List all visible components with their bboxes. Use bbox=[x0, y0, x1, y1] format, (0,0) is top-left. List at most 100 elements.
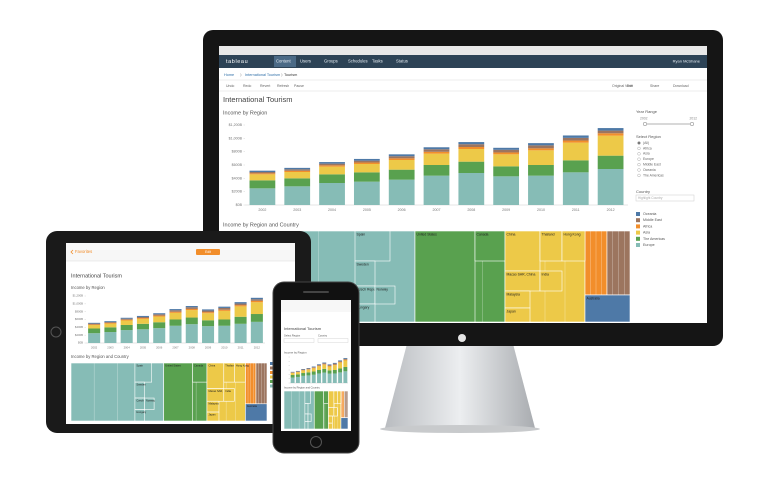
radio-button[interactable] bbox=[637, 173, 641, 177]
treemap-tile bbox=[245, 403, 268, 422]
bar-segment bbox=[327, 366, 332, 371]
bar-segment bbox=[185, 310, 198, 318]
filter-label: Select Region bbox=[284, 334, 301, 338]
treemap-label: Spain bbox=[136, 363, 143, 367]
breadcrumb-item[interactable]: Home bbox=[224, 73, 234, 77]
radio-button[interactable] bbox=[637, 163, 641, 167]
bar-segment bbox=[458, 147, 485, 149]
toolbar-button[interactable]: Refresh bbox=[277, 84, 289, 88]
bar-segment bbox=[250, 297, 263, 300]
breadcrumb-item[interactable]: Tourism bbox=[284, 73, 297, 77]
bar-segment bbox=[185, 306, 198, 308]
bar-segment bbox=[88, 324, 101, 329]
bar-segment bbox=[202, 320, 215, 327]
bar-segment bbox=[493, 154, 520, 167]
treemap-tile bbox=[333, 407, 338, 417]
radio-button[interactable] bbox=[637, 146, 641, 150]
phone-home-button[interactable] bbox=[310, 436, 322, 448]
back-chevron[interactable] bbox=[70, 249, 74, 255]
bar-segment bbox=[423, 149, 450, 152]
x-tick-label: 2012 bbox=[607, 208, 615, 212]
nav-item[interactable]: Schedules bbox=[348, 59, 368, 64]
nav-item[interactable]: Status bbox=[396, 59, 408, 64]
edit-button[interactable]: Edit bbox=[205, 250, 211, 254]
radio-label[interactable]: Middle East bbox=[643, 162, 661, 166]
radio-button[interactable] bbox=[637, 157, 641, 161]
treemap-label: Sweden bbox=[136, 382, 146, 386]
treemap-tile bbox=[304, 413, 309, 422]
radio-label[interactable]: Oceania bbox=[643, 168, 656, 172]
bar-segment bbox=[332, 365, 337, 370]
bar-segment bbox=[353, 164, 380, 173]
radio-label[interactable]: (All) bbox=[643, 141, 649, 145]
radio-label[interactable]: Europe bbox=[643, 157, 654, 161]
nav-item[interactable]: Users bbox=[300, 59, 311, 64]
radio-button[interactable] bbox=[637, 168, 641, 172]
country-input[interactable] bbox=[635, 194, 695, 202]
nav-item[interactable]: Groups bbox=[324, 59, 338, 64]
tablet-home-button[interactable] bbox=[50, 326, 62, 338]
bar-segment bbox=[493, 149, 520, 153]
toolbar-button[interactable]: Original View bbox=[612, 84, 633, 88]
bar-segment bbox=[423, 151, 450, 154]
bar-segment bbox=[202, 312, 215, 314]
toolbar-button[interactable]: Pause bbox=[294, 84, 304, 88]
filter-label: Country bbox=[318, 334, 328, 338]
bar-segment bbox=[306, 369, 311, 373]
nav-item[interactable]: Tasks bbox=[372, 59, 383, 64]
treemap-label: Thailand bbox=[225, 363, 236, 367]
treemap-tile bbox=[304, 390, 311, 404]
bar-segment bbox=[528, 143, 554, 146]
treemap-label: Macao SAR, China bbox=[507, 272, 536, 276]
bar-segment bbox=[202, 326, 215, 343]
bar-segment bbox=[493, 166, 520, 177]
region-dropdown[interactable] bbox=[283, 338, 315, 343]
bar-segment bbox=[185, 324, 198, 343]
filter-label: Select Region bbox=[636, 134, 661, 139]
country-input[interactable] bbox=[317, 338, 349, 343]
chart-title: Income by Region bbox=[284, 351, 307, 355]
legend-label: Europe bbox=[643, 243, 655, 247]
bar-segment bbox=[528, 175, 554, 205]
toolbar-button[interactable]: Redo bbox=[243, 84, 251, 88]
nav-item[interactable]: Content bbox=[276, 59, 292, 64]
bar-segment bbox=[202, 310, 215, 313]
bar-segment bbox=[250, 314, 263, 322]
bar-segment bbox=[388, 156, 415, 159]
treemap-tile bbox=[206, 411, 220, 422]
x-tick-label: 2007 bbox=[172, 346, 179, 350]
bar-segment bbox=[301, 369, 306, 370]
bar-segment bbox=[562, 160, 589, 173]
bar-segment bbox=[353, 160, 380, 163]
toolbar-button[interactable]: Share bbox=[650, 84, 659, 88]
x-tick-label: 2004 bbox=[328, 208, 336, 212]
x-tick-label: 2010 bbox=[221, 346, 228, 350]
bar-segment bbox=[353, 181, 380, 205]
legend-label: The Americas bbox=[643, 237, 665, 241]
legend-swatch bbox=[270, 384, 273, 388]
bar-segment bbox=[153, 314, 166, 316]
bar-segment bbox=[317, 373, 321, 383]
bar-segment bbox=[120, 317, 133, 319]
bar-segment bbox=[136, 316, 149, 319]
toolbar-button[interactable]: Undo bbox=[226, 84, 234, 88]
user-name[interactable]: Ryan McShane bbox=[673, 59, 701, 64]
range-handle[interactable] bbox=[642, 121, 648, 127]
toolbar-button[interactable]: Download bbox=[673, 84, 689, 88]
y-tick-label: $400B bbox=[232, 176, 243, 180]
radio-label[interactable]: The Americas bbox=[643, 173, 664, 177]
radio-label[interactable]: Asia bbox=[643, 152, 650, 156]
toolbar-button[interactable]: Edit bbox=[627, 84, 633, 88]
bar-segment bbox=[528, 145, 554, 149]
breadcrumb-item[interactable]: International Tourism bbox=[245, 73, 280, 77]
legend-swatch bbox=[270, 362, 273, 365]
bar-segment bbox=[317, 370, 321, 374]
range-handle[interactable] bbox=[689, 121, 695, 127]
radio-label[interactable]: Africa bbox=[643, 146, 652, 150]
toolbar-button[interactable]: Revert bbox=[260, 84, 270, 88]
radio-button[interactable] bbox=[637, 152, 641, 156]
bar-segment bbox=[284, 178, 311, 187]
back-button[interactable]: Favorites bbox=[75, 249, 92, 254]
radio-button[interactable] bbox=[637, 141, 641, 145]
bar-segment bbox=[185, 307, 198, 309]
